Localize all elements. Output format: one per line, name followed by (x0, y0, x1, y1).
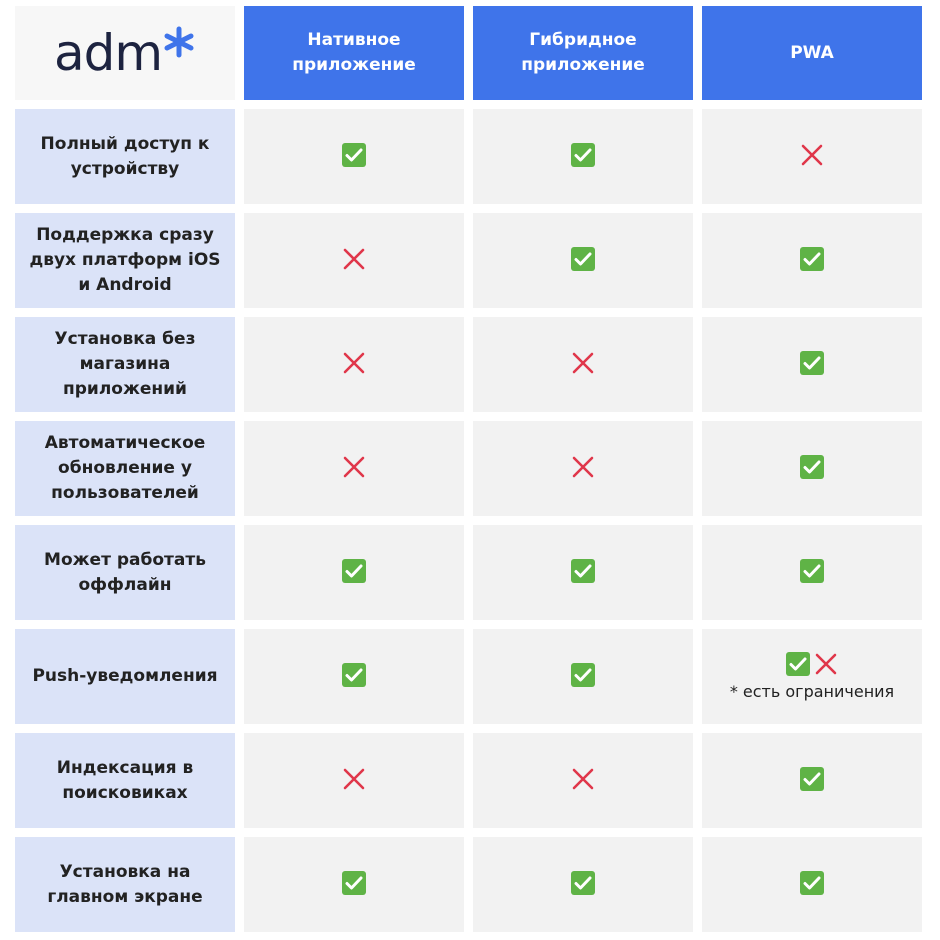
check-icon (571, 246, 595, 275)
check-icon (800, 454, 824, 483)
column-header: PWA (702, 6, 922, 100)
table-cell (702, 317, 922, 412)
cross-icon (571, 351, 595, 379)
table-cell (244, 213, 464, 308)
table-cell (473, 837, 693, 932)
cross-icon (571, 455, 595, 483)
row-label: Автоматическое обновление у пользователе… (15, 421, 235, 516)
table-cell (244, 733, 464, 828)
cross-icon (342, 767, 366, 795)
table-cell (473, 629, 693, 724)
logo-asterisk (164, 26, 194, 58)
table-cell (244, 109, 464, 204)
cell-note: * есть ограничения (729, 682, 895, 701)
row-label: Установка на главном экране (15, 837, 235, 932)
row-label: Push-уведомления (15, 629, 235, 724)
check-icon (571, 142, 595, 171)
table-cell (702, 837, 922, 932)
table-cell (702, 213, 922, 308)
icon-group (786, 652, 838, 680)
check-icon (342, 558, 366, 587)
table-cell (244, 317, 464, 412)
column-header: Нативное приложение (244, 6, 464, 100)
row-label: Может работать оффлайн (15, 525, 235, 620)
check-icon (342, 142, 366, 171)
row-label: Поддержка сразу двух платформ iOS и Andr… (15, 213, 235, 308)
cross-icon (800, 143, 824, 171)
logo-text: adm (53, 24, 163, 82)
check-icon (800, 350, 824, 379)
check-icon (786, 652, 810, 680)
check-icon (342, 662, 366, 691)
table-cell (473, 733, 693, 828)
table-cell (473, 421, 693, 516)
check-icon (800, 558, 824, 587)
table-cell (244, 421, 464, 516)
row-label: Полный доступ к устройству (15, 109, 235, 204)
check-icon (342, 870, 366, 899)
table-cell: * есть ограничения (702, 629, 922, 724)
cross-icon (571, 767, 595, 795)
table-cell (244, 629, 464, 724)
check-icon (800, 766, 824, 795)
check-icon (800, 870, 824, 899)
table-cell (702, 525, 922, 620)
comparison-table: adm Нативное приложение Гибридное приложе… (15, 6, 922, 932)
row-label: Индексация в поисковиках (15, 733, 235, 828)
check-icon (571, 870, 595, 899)
table-cell (702, 733, 922, 828)
check-icon (571, 662, 595, 691)
cross-icon (814, 652, 838, 680)
cross-icon (342, 351, 366, 379)
table-cell (702, 109, 922, 204)
table-cell (473, 109, 693, 204)
table-cell (473, 317, 693, 412)
table-cell (244, 525, 464, 620)
cross-icon (342, 455, 366, 483)
cross-icon (342, 247, 366, 275)
table-cell (244, 837, 464, 932)
table-cell (473, 213, 693, 308)
table-cell (473, 525, 693, 620)
column-header: Гибридное приложение (473, 6, 693, 100)
table-cell (702, 421, 922, 516)
check-icon (571, 558, 595, 587)
logo: adm (15, 6, 235, 100)
check-icon (800, 246, 824, 275)
row-label: Установка без магазина приложений (15, 317, 235, 412)
